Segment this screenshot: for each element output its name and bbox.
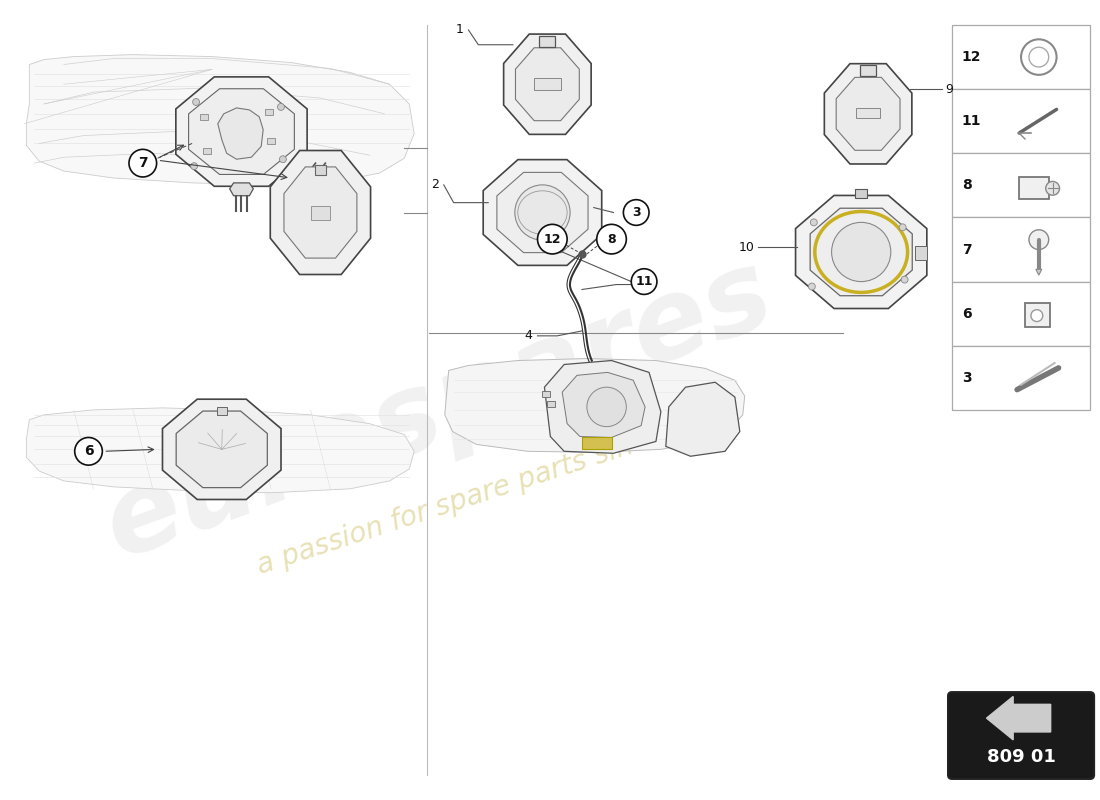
Circle shape (129, 150, 156, 177)
Text: 4: 4 (525, 330, 532, 342)
Circle shape (811, 219, 817, 226)
Polygon shape (504, 34, 591, 134)
Text: 12: 12 (543, 233, 561, 246)
Polygon shape (824, 64, 912, 164)
Text: 8: 8 (607, 233, 616, 246)
Circle shape (901, 276, 909, 283)
Bar (204, 148, 211, 154)
Polygon shape (483, 160, 602, 266)
Bar (310, 206, 330, 221)
Circle shape (279, 156, 286, 162)
Polygon shape (987, 697, 1050, 740)
Polygon shape (271, 150, 371, 274)
Text: 5: 5 (641, 278, 649, 291)
Polygon shape (188, 89, 295, 174)
Polygon shape (810, 208, 912, 296)
Bar (952, 89, 1090, 154)
Circle shape (631, 269, 657, 294)
Bar (217, 407, 227, 415)
Text: eurospares: eurospares (90, 239, 788, 580)
Bar (856, 108, 880, 118)
Text: 3: 3 (961, 370, 971, 385)
Bar (539, 36, 556, 46)
Polygon shape (230, 183, 253, 196)
Bar (952, 218, 1090, 282)
Bar (952, 25, 1090, 89)
Bar (856, 189, 867, 198)
Circle shape (1031, 310, 1043, 322)
Text: 12: 12 (961, 50, 981, 64)
Text: a passion for spare parts since 1977: a passion for spare parts since 1977 (253, 398, 744, 580)
Circle shape (596, 224, 626, 254)
Circle shape (808, 283, 815, 290)
Circle shape (899, 224, 906, 230)
Bar (315, 165, 327, 175)
Polygon shape (444, 358, 745, 452)
Polygon shape (163, 399, 280, 499)
Circle shape (1028, 230, 1048, 250)
Text: 1: 1 (455, 23, 463, 37)
Circle shape (587, 387, 626, 426)
Bar (582, 438, 612, 450)
Polygon shape (795, 195, 927, 309)
Bar (267, 138, 275, 145)
Text: 6: 6 (961, 306, 971, 321)
Text: 11: 11 (961, 114, 981, 128)
Circle shape (1046, 182, 1059, 195)
Polygon shape (836, 78, 900, 150)
Bar (542, 391, 550, 397)
FancyBboxPatch shape (948, 692, 1094, 779)
Text: 809 01: 809 01 (987, 748, 1056, 766)
Bar (860, 66, 876, 76)
Bar (1019, 178, 1048, 199)
Text: 2: 2 (431, 178, 439, 191)
Text: 10: 10 (739, 241, 755, 254)
Bar (200, 114, 208, 120)
Text: 9: 9 (945, 82, 953, 96)
Text: 8: 8 (961, 178, 971, 192)
Polygon shape (218, 108, 263, 159)
Bar (548, 401, 556, 407)
Polygon shape (1036, 270, 1042, 275)
Bar (952, 154, 1090, 218)
Bar (1025, 302, 1049, 327)
Text: 7: 7 (138, 156, 147, 170)
Text: 6: 6 (84, 444, 94, 458)
Polygon shape (26, 54, 415, 185)
Bar (534, 78, 561, 90)
Polygon shape (562, 372, 645, 438)
Text: 11: 11 (636, 275, 652, 288)
Polygon shape (544, 361, 661, 454)
Bar (915, 246, 927, 260)
Polygon shape (26, 408, 415, 493)
Polygon shape (516, 48, 580, 121)
Circle shape (538, 224, 568, 254)
Circle shape (192, 98, 199, 106)
Text: 7: 7 (961, 242, 971, 257)
Polygon shape (284, 167, 356, 258)
Polygon shape (666, 382, 740, 456)
Circle shape (624, 200, 649, 226)
Circle shape (832, 222, 891, 282)
Circle shape (277, 103, 285, 110)
Circle shape (190, 162, 198, 170)
Polygon shape (497, 172, 588, 253)
Polygon shape (176, 411, 267, 488)
Bar (265, 109, 273, 115)
Circle shape (515, 185, 570, 240)
Bar (952, 282, 1090, 346)
Bar (952, 346, 1090, 410)
Polygon shape (176, 77, 307, 186)
Circle shape (75, 438, 102, 465)
Text: 3: 3 (631, 206, 640, 219)
